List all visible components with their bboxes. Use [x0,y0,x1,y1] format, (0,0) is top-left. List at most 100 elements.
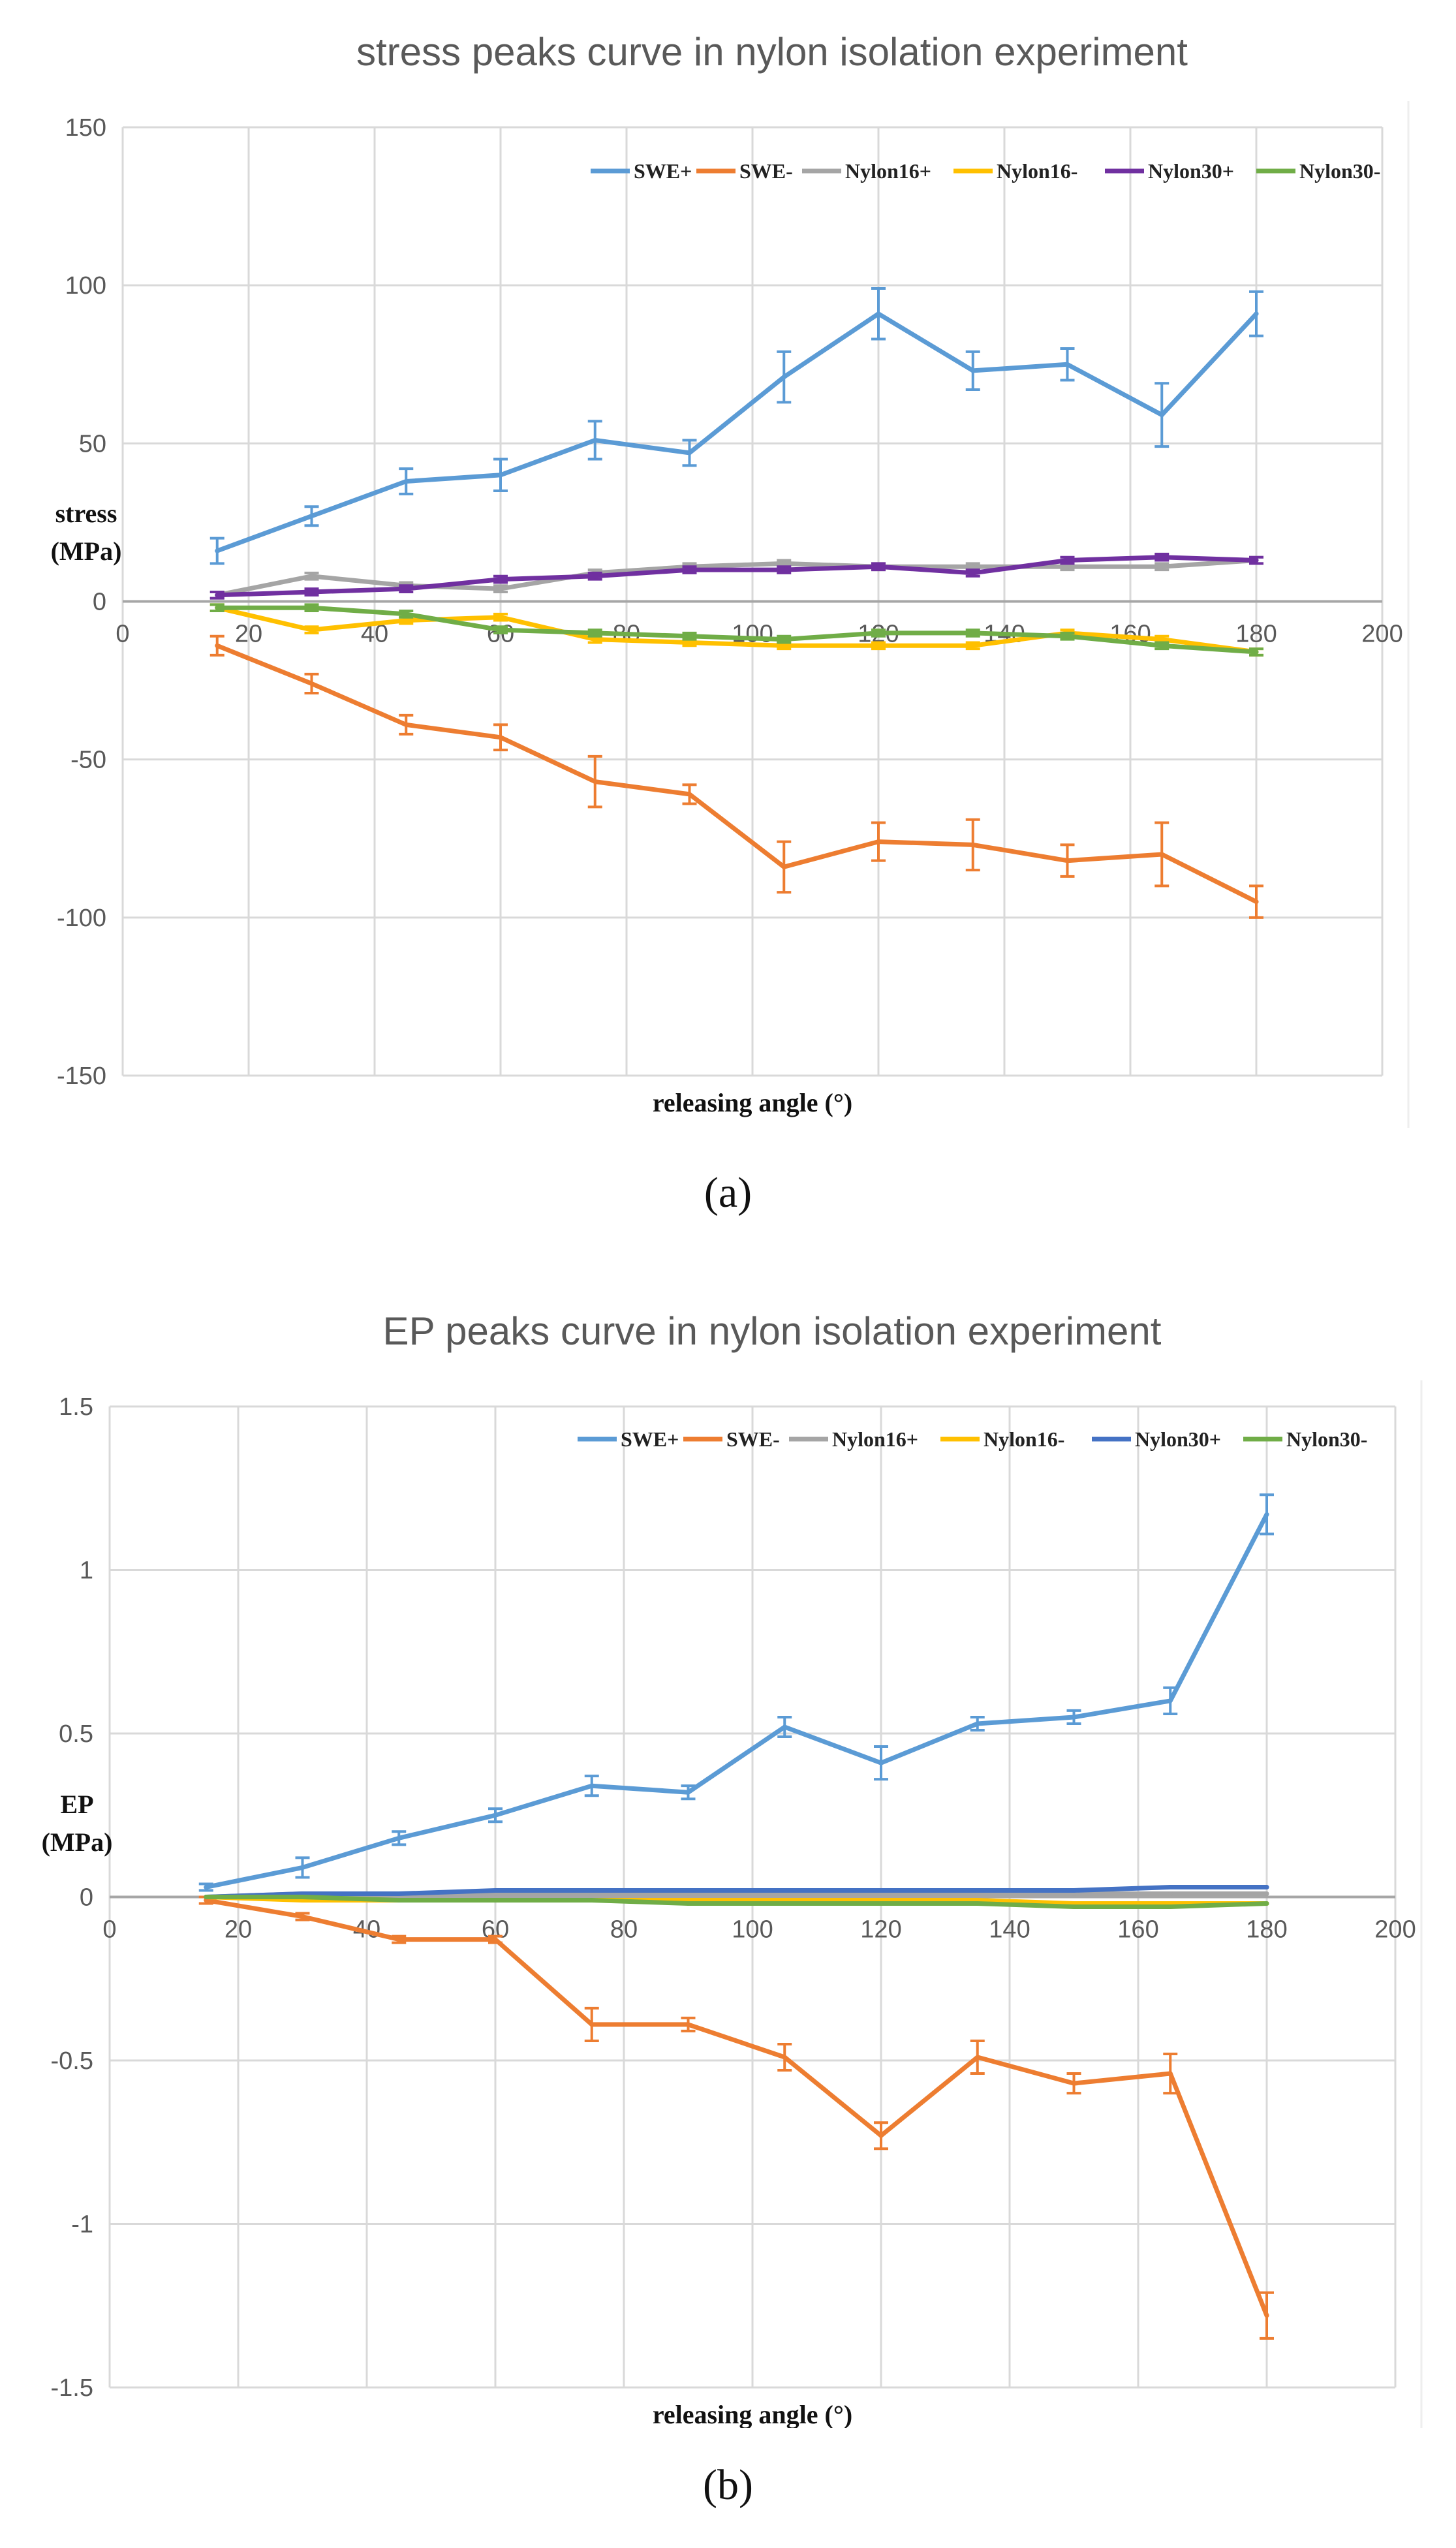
chart-b-point-nylon30-minus [1168,1904,1173,1910]
chart-a-point-nylon16-minus [403,618,409,623]
chart-a-legend-item-nylon30-minus: Nylon30- [1256,159,1380,183]
chart-a-point-nylon16-plus [1159,564,1164,569]
chart-a-point-swe-minus [215,643,220,648]
chart-a-legend-label-nylon16-minus: Nylon16- [997,159,1077,183]
chart-b-point-swe-plus [396,1835,401,1841]
caption-b: (b) [0,2461,1456,2510]
chart-b-xtick-label: 160 [1117,1916,1158,1944]
chart-b-xlabel: releasing angle (°) [653,2400,852,2428]
chart-a-ytick-label: -50 [70,747,106,774]
chart-a-point-nylon16-minus [1159,637,1164,642]
chart-a-point-swe-minus [687,792,692,797]
chart-a-point-swe-plus [403,478,409,484]
stress-chart: stress peaks curve in nylon isolation ex… [51,30,1410,1128]
chart-a-point-nylon30-plus [1065,558,1070,563]
chart-b-point-swe-plus [1168,1698,1173,1703]
chart-a-xtick-label: 180 [1235,621,1277,648]
chart-a-point-swe-minus [498,735,503,740]
chart-b-point-nylon30-minus [204,1895,209,1899]
chart-a-point-swe-minus [970,842,976,847]
chart-a-point-nylon30-minus [498,627,503,632]
chart-b-point-nylon30-minus [1264,1901,1269,1906]
chart-b-point-nylon30-plus [975,1888,980,1893]
chart-a-ytick-label: 150 [65,114,106,142]
chart-b-series-swe-plus [198,1493,1274,1892]
chart-b-title: EP peaks curve in nylon isolation experi… [383,1309,1162,1353]
chart-a-point-nylon30-minus [876,630,881,636]
chart-a-title: stress peaks curve in nylon isolation ex… [356,30,1188,74]
chart-a-line-nylon30-minus [215,605,1259,655]
chart-b-line-swe-minus [204,1898,1269,2318]
chart-b-legend-item-swe-minus: SWE- [683,1427,780,1451]
chart-a-point-nylon30-minus [215,605,220,610]
chart-a-point-swe-plus [687,450,692,456]
chart-b-line-nylon16-plus [204,1891,1269,1899]
caption-a-label: (a) [704,1169,752,1217]
chart-a-xtick-label: 200 [1361,621,1402,648]
chart-b-legend-label-swe-plus: SWE+ [621,1427,679,1451]
chart-a-point-swe-plus [215,548,220,553]
chart-b-series-nylon30-minus [204,1895,1269,1910]
chart-a-ytick-label: 50 [79,430,106,458]
chart-a-legend: SWE+ SWE- Nylon16+ Nylon16- Nylon30+ Nylon30- [591,159,1380,183]
chart-b-xtick-label: 100 [732,1916,773,1944]
chart-a-point-nylon30-plus [403,586,409,591]
chart-a-line-swe-plus [215,311,1259,553]
chart-a-point-nylon30-plus [687,567,692,572]
chart-b-ytick-label: 1 [80,1557,93,1585]
chart-a-point-nylon16-minus [593,637,598,642]
chart-b-point-nylon30-minus [300,1895,305,1899]
chart-a-xtick-label: 0 [116,621,129,648]
chart-b-legend-label-nylon30-plus: Nylon30+ [1135,1427,1221,1451]
chart-b-point-swe-plus [975,1721,980,1726]
chart-a-series-nylon30-minus [209,603,1263,657]
chart-b-xtick-label: 180 [1246,1916,1287,1944]
chart-a-point-nylon30-plus [970,570,976,576]
chart-b-line-nylon30-plus [204,1885,1269,1899]
chart-a-point-nylon30-minus [970,630,976,636]
chart-a-gridlines [121,126,1384,1077]
chart-a-point-swe-minus [1254,899,1259,905]
chart-a-line-swe-minus [215,643,1259,905]
chart-b-point-nylon30-plus [1072,1888,1076,1893]
chart-b-line-nylon30-minus [204,1895,1269,1909]
chart-a-ytick-label: -100 [57,905,106,932]
chart-b-point-swe-plus [589,1783,595,1788]
chart-b-point-nylon30-plus [878,1888,884,1893]
chart-a-point-swe-minus [781,864,786,869]
chart-b-ytick-label: -0.5 [51,2047,93,2075]
chart-b-point-swe-minus [396,1937,401,1942]
chart-a-legend-label-nylon30-plus: Nylon30+ [1148,159,1234,183]
chart-b-point-swe-plus [300,1865,305,1870]
chart-a-legend-item-nylon16-minus: Nylon16- [953,159,1077,183]
chart-b-ytick-label: 0.5 [59,1720,93,1748]
chart-a-point-nylon16-minus [309,627,314,632]
chart-b-point-swe-minus [1264,2313,1269,2318]
chart-b-legend-item-nylon16-minus: Nylon16- [940,1427,1064,1451]
chart-a-panel: stress peaks curve in nylon isolation ex… [0,0,1456,1149]
chart-b-point-swe-minus [589,2022,595,2027]
chart-a-legend-item-nylon30-plus: Nylon30+ [1105,159,1234,183]
chart-a-point-nylon30-plus [1254,558,1259,563]
chart-b-xtick-label: 80 [610,1916,638,1944]
chart-a-legend-label-nylon16-plus: Nylon16+ [845,159,931,183]
chart-a-point-nylon30-minus [1159,643,1164,648]
chart-b-point-swe-plus [493,1812,498,1818]
chart-b-ylabel: EP (MPa) [42,1790,113,1857]
chart-a-point-swe-plus [309,514,314,519]
chart-a-point-swe-plus [781,375,786,380]
chart-a-point-nylon16-plus [309,574,314,579]
chart-a-point-nylon30-minus [687,634,692,639]
chart-a-point-nylon30-plus [781,567,786,572]
chart-b-ytick-label: -1 [71,2211,93,2239]
chart-b-point-swe-plus [1072,1715,1076,1720]
chart-b-xtick-label: 120 [860,1916,901,1944]
chart-b-point-swe-minus [686,2022,690,2027]
chart-b-point-swe-minus [975,2055,980,2060]
chart-a-legend-item-swe-plus: SWE+ [591,159,692,183]
chart-a-point-nylon30-minus [781,637,786,642]
chart-a-point-swe-minus [403,722,409,727]
chart-a-xtick-label: 20 [235,621,262,648]
chart-b-point-swe-minus [878,2133,884,2138]
chart-a-ytick-label: 100 [65,272,106,300]
